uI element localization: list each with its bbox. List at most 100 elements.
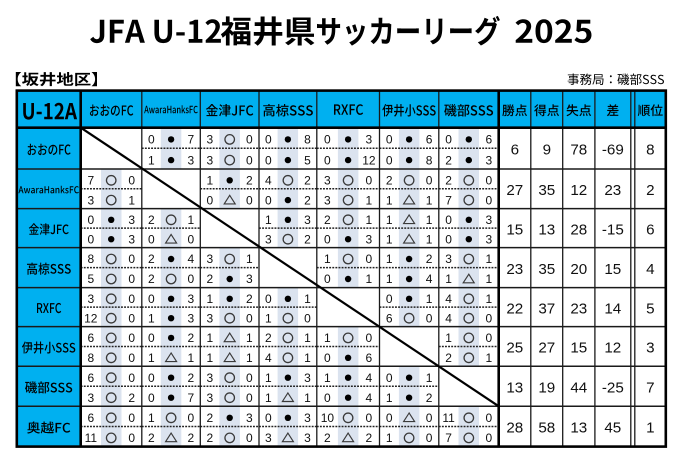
svg-text:1: 1 [304, 351, 311, 365]
svg-text:37: 37 [538, 300, 555, 317]
svg-text:0: 0 [148, 232, 155, 246]
svg-text:1: 1 [324, 331, 331, 345]
svg-text:0: 0 [246, 193, 253, 207]
svg-text:3: 3 [87, 391, 94, 405]
svg-text:0: 0 [246, 371, 253, 385]
svg-text:1: 1 [386, 213, 393, 227]
svg-text:12: 12 [84, 312, 98, 326]
svg-text:1: 1 [207, 174, 214, 188]
svg-text:8: 8 [426, 153, 433, 167]
svg-text:6: 6 [426, 133, 433, 147]
svg-text:3: 3 [87, 292, 94, 306]
svg-text:11: 11 [442, 411, 455, 425]
svg-text:2: 2 [445, 351, 452, 365]
svg-text:6: 6 [87, 411, 94, 425]
svg-text:0: 0 [265, 133, 272, 147]
svg-text:5: 5 [646, 300, 654, 317]
svg-text:0: 0 [187, 411, 194, 425]
svg-text:3: 3 [486, 213, 493, 227]
svg-text:-69: -69 [602, 142, 624, 159]
svg-text:9: 9 [543, 142, 551, 159]
svg-text:2: 2 [187, 371, 194, 385]
svg-text:5: 5 [304, 153, 311, 167]
svg-text:0: 0 [128, 292, 135, 306]
svg-text:1: 1 [426, 232, 433, 246]
svg-text:27: 27 [506, 182, 523, 199]
svg-text:4: 4 [646, 261, 654, 278]
svg-text:1: 1 [187, 213, 194, 227]
svg-text:1: 1 [486, 292, 493, 306]
svg-text:2: 2 [324, 431, 331, 445]
svg-text:35: 35 [538, 261, 555, 278]
svg-text:1: 1 [265, 371, 272, 385]
svg-text:6: 6 [87, 371, 94, 385]
svg-text:0: 0 [304, 312, 311, 326]
svg-text:2: 2 [207, 431, 214, 445]
svg-text:3: 3 [128, 213, 135, 227]
svg-text:0: 0 [246, 312, 253, 326]
svg-text:78: 78 [570, 142, 587, 159]
svg-text:3: 3 [486, 232, 493, 246]
svg-text:1: 1 [265, 391, 272, 405]
svg-text:0: 0 [187, 272, 194, 286]
svg-text:0: 0 [486, 331, 493, 345]
svg-text:2: 2 [646, 182, 654, 199]
svg-text:3: 3 [445, 252, 452, 266]
svg-text:0: 0 [366, 411, 373, 425]
svg-text:2: 2 [148, 431, 155, 445]
svg-text:20: 20 [570, 261, 587, 278]
svg-text:-15: -15 [602, 221, 624, 238]
svg-text:1: 1 [207, 351, 214, 365]
svg-text:0: 0 [246, 153, 253, 167]
svg-text:0: 0 [246, 431, 253, 445]
svg-text:8: 8 [646, 142, 654, 159]
svg-text:0: 0 [366, 252, 373, 266]
svg-text:11: 11 [85, 431, 98, 445]
svg-text:0: 0 [426, 312, 433, 326]
svg-text:3: 3 [207, 252, 214, 266]
svg-text:19: 19 [538, 380, 555, 397]
svg-text:6: 6 [486, 133, 493, 147]
svg-text:0: 0 [324, 391, 331, 405]
svg-text:0: 0 [324, 232, 331, 246]
svg-text:0: 0 [426, 411, 433, 425]
svg-text:44: 44 [570, 380, 587, 397]
svg-text:1: 1 [486, 272, 493, 286]
svg-text:0: 0 [366, 174, 373, 188]
svg-text:10: 10 [321, 411, 335, 425]
svg-text:3: 3 [304, 213, 311, 227]
svg-text:1: 1 [128, 193, 135, 207]
svg-text:1: 1 [148, 312, 155, 326]
svg-text:4: 4 [445, 312, 452, 326]
svg-text:0: 0 [324, 153, 331, 167]
svg-text:2: 2 [445, 174, 452, 188]
svg-text:1: 1 [426, 193, 433, 207]
svg-text:7: 7 [646, 380, 654, 397]
svg-text:7: 7 [187, 391, 194, 405]
svg-text:4: 4 [366, 371, 373, 385]
svg-text:3: 3 [324, 174, 331, 188]
svg-text:1: 1 [207, 331, 214, 345]
svg-text:2: 2 [426, 252, 433, 266]
svg-text:0: 0 [486, 411, 493, 425]
svg-text:0: 0 [128, 411, 135, 425]
svg-text:45: 45 [604, 420, 621, 437]
svg-text:4: 4 [187, 252, 194, 266]
svg-text:3: 3 [646, 340, 654, 357]
svg-text:3: 3 [187, 292, 194, 306]
svg-text:1: 1 [366, 213, 373, 227]
svg-text:12: 12 [362, 153, 376, 167]
svg-text:13: 13 [506, 380, 523, 397]
svg-text:0: 0 [265, 411, 272, 425]
svg-text:0: 0 [486, 174, 493, 188]
svg-text:0: 0 [324, 133, 331, 147]
svg-text:1: 1 [445, 272, 452, 286]
svg-text:1: 1 [187, 351, 194, 365]
svg-text:3: 3 [187, 153, 194, 167]
svg-text:3: 3 [324, 193, 331, 207]
svg-text:3: 3 [265, 431, 272, 445]
svg-text:6: 6 [386, 312, 393, 326]
svg-text:1: 1 [324, 252, 331, 266]
svg-text:28: 28 [570, 221, 587, 238]
svg-text:2: 2 [207, 411, 214, 425]
